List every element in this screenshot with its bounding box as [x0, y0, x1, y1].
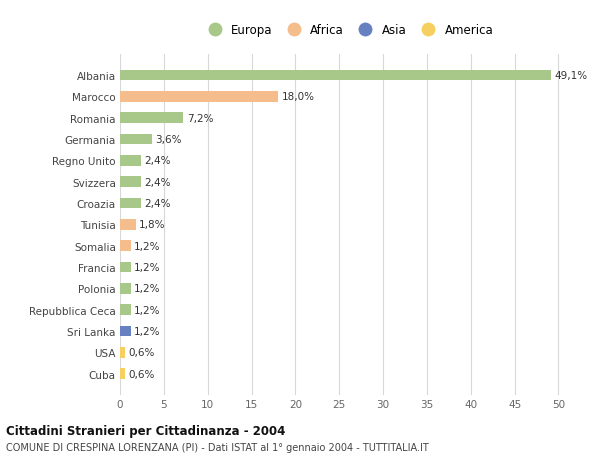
- Text: 3,6%: 3,6%: [155, 135, 182, 145]
- Text: COMUNE DI CRESPINA LORENZANA (PI) - Dati ISTAT al 1° gennaio 2004 - TUTTITALIA.I: COMUNE DI CRESPINA LORENZANA (PI) - Dati…: [6, 442, 429, 452]
- Bar: [120, 369, 125, 379]
- Bar: [120, 262, 131, 273]
- Text: Cittadini Stranieri per Cittadinanza - 2004: Cittadini Stranieri per Cittadinanza - 2…: [6, 425, 286, 437]
- Bar: [120, 284, 131, 294]
- Bar: [120, 134, 152, 145]
- Bar: [120, 113, 183, 124]
- Text: 1,2%: 1,2%: [134, 305, 161, 315]
- Bar: [120, 347, 125, 358]
- Bar: [120, 241, 131, 252]
- Text: 7,2%: 7,2%: [187, 113, 213, 123]
- Bar: [120, 326, 131, 337]
- Text: 2,4%: 2,4%: [145, 156, 171, 166]
- Text: 18,0%: 18,0%: [281, 92, 314, 102]
- Text: 1,2%: 1,2%: [134, 263, 161, 273]
- Text: 1,2%: 1,2%: [134, 326, 161, 336]
- Text: 49,1%: 49,1%: [554, 71, 587, 81]
- Legend: Europa, Africa, Asia, America: Europa, Africa, Asia, America: [199, 20, 497, 40]
- Bar: [120, 92, 278, 102]
- Bar: [120, 71, 551, 81]
- Text: 1,8%: 1,8%: [139, 220, 166, 230]
- Bar: [120, 198, 141, 209]
- Bar: [120, 305, 131, 315]
- Bar: [120, 156, 141, 166]
- Text: 0,6%: 0,6%: [129, 369, 155, 379]
- Text: 2,4%: 2,4%: [145, 177, 171, 187]
- Text: 2,4%: 2,4%: [145, 199, 171, 208]
- Text: 1,2%: 1,2%: [134, 241, 161, 251]
- Bar: [120, 219, 136, 230]
- Bar: [120, 177, 141, 188]
- Text: 0,6%: 0,6%: [129, 348, 155, 358]
- Text: 1,2%: 1,2%: [134, 284, 161, 294]
